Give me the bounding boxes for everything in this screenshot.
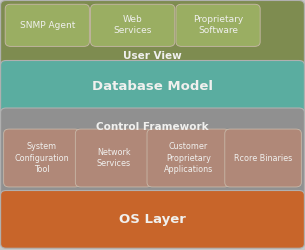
FancyBboxPatch shape [4, 129, 80, 187]
Text: User View: User View [123, 50, 182, 60]
FancyBboxPatch shape [1, 108, 304, 196]
FancyBboxPatch shape [176, 4, 260, 46]
FancyBboxPatch shape [75, 129, 152, 187]
FancyBboxPatch shape [91, 4, 175, 46]
Text: Rcore Binaries: Rcore Binaries [234, 154, 292, 162]
Text: SNMP Agent: SNMP Agent [20, 21, 75, 30]
FancyBboxPatch shape [1, 60, 304, 113]
Text: System
Configuration
Tool: System Configuration Tool [15, 142, 69, 174]
Text: Database Model: Database Model [92, 80, 213, 93]
Text: Customer
Proprietary
Applications: Customer Proprietary Applications [164, 142, 213, 174]
FancyBboxPatch shape [1, 0, 304, 66]
Text: Web
Services: Web Services [113, 15, 152, 35]
Text: Control Framework: Control Framework [96, 122, 209, 132]
FancyBboxPatch shape [5, 4, 89, 46]
Text: OS Layer: OS Layer [119, 213, 186, 226]
Text: Network
Services: Network Services [97, 148, 131, 168]
Text: Proprietary
Software: Proprietary Software [193, 15, 243, 35]
FancyBboxPatch shape [1, 190, 304, 248]
FancyBboxPatch shape [225, 129, 301, 187]
FancyBboxPatch shape [147, 129, 230, 187]
